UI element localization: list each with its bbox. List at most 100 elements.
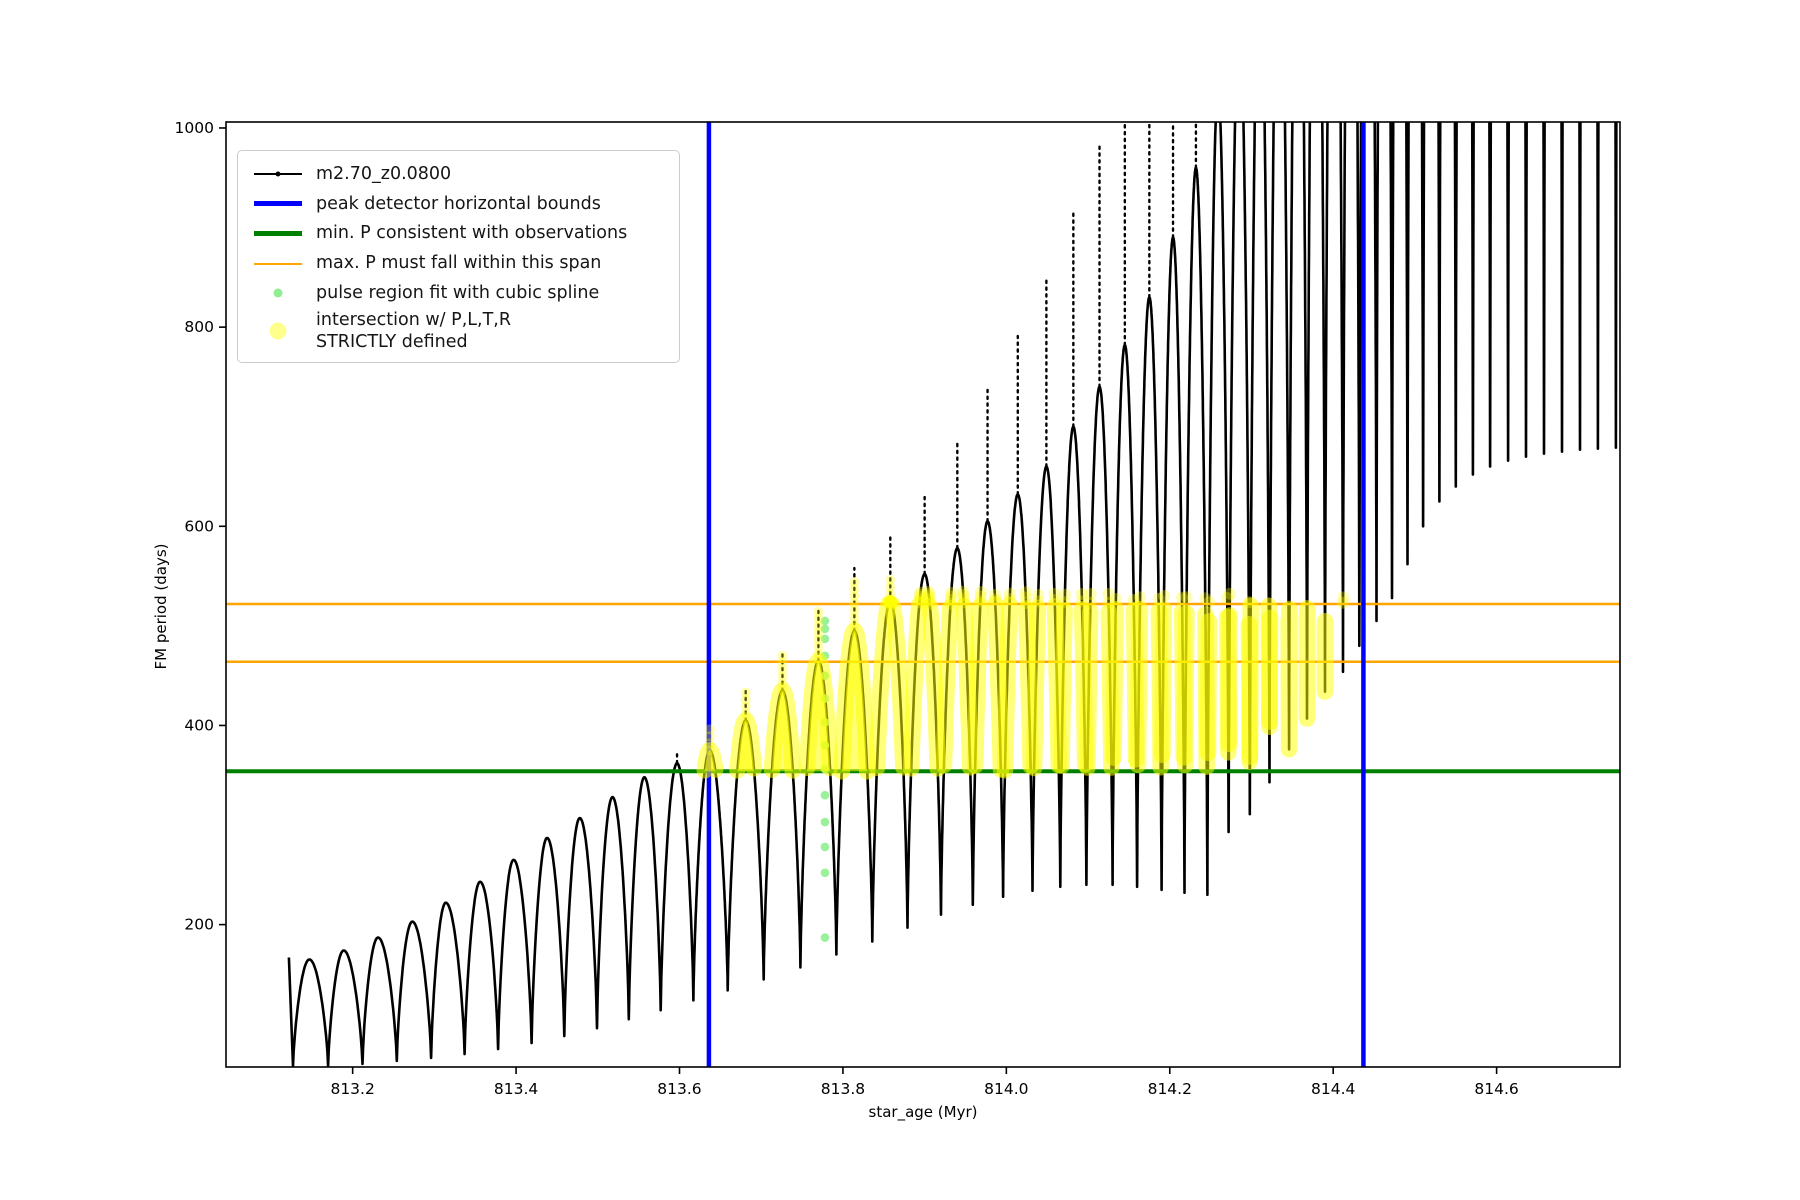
spline-dot: [820, 634, 830, 644]
axes-spines: [225, 121, 1621, 1068]
intersection-spill-dot: [1203, 596, 1216, 609]
intersection-spill-dot: [914, 586, 927, 599]
intersection-band-path: [1280, 600, 1298, 758]
intersection-spill-dot: [1075, 587, 1088, 600]
intersection-spill-dot: [1003, 593, 1016, 606]
x-tick-label: 813.4: [494, 1080, 538, 1098]
intersection-spill-dot: [1109, 592, 1122, 605]
spline-dot: [820, 624, 830, 634]
intersection-needle-dot: [704, 731, 715, 742]
intersection-needle-dot: [849, 577, 860, 588]
intersection-band-path: [868, 595, 897, 776]
intersection-spill-dot: [913, 591, 926, 604]
x-tick-label: 813.6: [657, 1080, 701, 1098]
intersection-band-path: [966, 597, 989, 774]
y-tick-label: 1000: [175, 119, 214, 137]
intersection-needle-dot: [777, 650, 788, 661]
intersection-needle-dot: [813, 648, 824, 659]
spline-dot: [820, 933, 830, 942]
legend-label: peak detector horizontal bounds: [316, 193, 601, 214]
intersection-needle-dot: [740, 687, 751, 698]
intersection-spill-dot: [944, 594, 957, 607]
intersection-needle-dot: [849, 625, 860, 636]
intersection-needle-dot: [740, 708, 751, 719]
intersection-band-path: [1298, 600, 1316, 727]
intersection-spill-dot: [1134, 591, 1147, 604]
intersection-band-path: [1220, 607, 1238, 753]
peak-bounds-sample-icon: [254, 201, 302, 207]
intersection-spill-dot: [957, 589, 970, 602]
spline-dot: [820, 842, 830, 852]
intersection-spill-dot: [1158, 589, 1171, 602]
intersection-band-path: [1176, 605, 1195, 774]
intersection-spill-dot: [914, 588, 927, 601]
legend-label: min. P consistent with observations: [316, 223, 628, 244]
legend-item-series-sample: m2.70_z0.0800: [248, 159, 665, 188]
intersection-spill-dot: [974, 590, 987, 603]
intersection-spill-dot: [1084, 587, 1097, 600]
intersection-spill-dot: [922, 585, 935, 598]
intersection-band-path: [1129, 600, 1149, 774]
intersection-spill-dot: [913, 593, 926, 606]
intersection-needle-dot: [813, 655, 824, 666]
legend-label: max. P must fall within this span: [316, 253, 602, 274]
intersection-needle-dot: [849, 597, 860, 608]
intersection-spill-dot: [1180, 591, 1193, 604]
intersection-band-path: [996, 596, 1018, 779]
legend-label: pulse region fit with cubic spline: [316, 283, 600, 304]
y-tick-label: 400: [184, 716, 214, 734]
intersection-spill-dot: [1019, 591, 1032, 604]
intersection-spill-dot: [1019, 586, 1032, 599]
x-tick-label: 814.0: [984, 1080, 1028, 1098]
intersection-spill-dot: [945, 590, 958, 603]
intersection-spill-dot: [1223, 587, 1236, 600]
intersection-spill-dot: [1084, 596, 1097, 609]
intersection-band-path: [696, 742, 724, 779]
intersection-needle-dot: [885, 589, 896, 600]
y-tick-label: 200: [184, 916, 214, 934]
intersection-spill-dot: [1032, 595, 1045, 608]
intersection-spill-dot: [1058, 596, 1071, 609]
intersection-spill-dot: [974, 586, 987, 599]
legend-label: intersection w/ P,L,T,R STRICTLY defined: [316, 309, 511, 353]
intersection-needle-dot: [777, 671, 788, 682]
intersection-needle-dot: [740, 715, 751, 726]
intersection-spill-dot: [1032, 589, 1045, 602]
x-tick-label: 814.2: [1148, 1080, 1192, 1098]
intersection-needle-dot: [813, 641, 824, 652]
intersection-needle-dot: [777, 657, 788, 668]
intersection-needle-dot: [813, 613, 824, 624]
max-p-sample-icon: [254, 262, 302, 265]
spline-dot: [820, 790, 830, 800]
intersection-band-path: [729, 712, 763, 779]
intersection-needle-dot: [813, 620, 824, 631]
intersection-needle-dot: [813, 606, 824, 617]
intersection-needle-dot: [813, 634, 824, 645]
legend-label: m2.70_z0.0800: [316, 163, 452, 184]
intersection-band-path: [1025, 599, 1047, 777]
legend-item-spline-sample: pulse region fit with cubic spline: [248, 279, 665, 308]
legend-item-min-p-sample: min. P consistent with observations: [248, 219, 665, 248]
intersection-band-path: [1241, 597, 1259, 765]
intersection-band-path: [763, 682, 801, 779]
intersection-needle-dot: [885, 582, 896, 593]
x-tick-label: 814.6: [1474, 1080, 1518, 1098]
series-sample-icon: [254, 171, 302, 177]
intersection-spill-dot: [974, 595, 987, 608]
y-tick-label: 800: [184, 318, 214, 336]
intersection-spill-dot: [1058, 588, 1071, 601]
intersection-spill-dot: [945, 586, 958, 599]
intersection-needle-dot: [849, 611, 860, 622]
intersection-needle-dot: [777, 664, 788, 675]
intersection-needle-dot: [813, 627, 824, 638]
intersection-spill-dot: [1199, 592, 1212, 605]
intersection-band-path: [921, 598, 946, 777]
intersection-band-path: [1053, 601, 1073, 775]
intersection-band-path: [935, 599, 959, 774]
x-tick-label: 813.8: [821, 1080, 865, 1098]
intersection-needle-dot: [849, 604, 860, 615]
intersection-overlay: [696, 575, 1350, 780]
intersection-needle-dot: [740, 701, 751, 712]
legend-item-peak-bounds-sample: peak detector horizontal bounds: [248, 189, 665, 218]
